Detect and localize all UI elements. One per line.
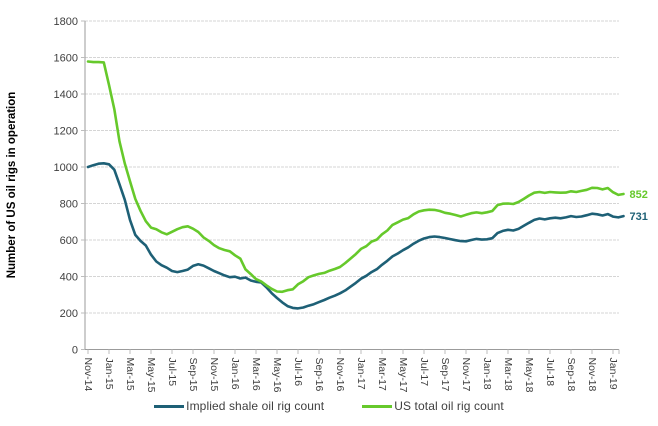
x-axis-tick-label: Jul-16	[292, 358, 304, 387]
x-axis-tick-label: Jan-17	[355, 358, 367, 390]
x-axis-tick-label: Jan-18	[481, 358, 493, 390]
x-axis-tick-label: Mar-15	[124, 358, 136, 391]
legend-item-total: US total oil rig count	[362, 399, 504, 413]
x-axis-tick-label: Nov-16	[334, 358, 346, 392]
x-axis-tick-label: May-15	[145, 358, 157, 393]
x-axis-tick-label: May-17	[397, 358, 409, 393]
legend-swatch-total-line	[362, 404, 393, 408]
legend-label-total: US total oil rig count	[394, 399, 504, 413]
y-axis-tick-label: 200	[60, 308, 78, 320]
legend: Implied shale oil rig count US total oil…	[0, 399, 658, 413]
series-line-shale	[86, 162, 625, 310]
x-axis-tick-label: Jul-17	[418, 358, 430, 387]
x-axis-tick-label: Sep-17	[439, 358, 451, 392]
y-axis-tick-label: 600	[60, 235, 78, 247]
x-axis-tick-label: Mar-18	[502, 358, 514, 391]
y-axis-title: Number of US oil rigs in operation	[6, 92, 18, 279]
y-axis-tick-label: 1600	[54, 52, 78, 64]
x-axis-tick-label: Mar-17	[376, 358, 388, 391]
y-axis-tick-label: 1200	[54, 125, 78, 137]
x-axis-tick-label: Jan-15	[103, 358, 115, 390]
x-axis-tick-label: Sep-18	[565, 358, 577, 392]
series-end-label-total: 852	[630, 189, 648, 201]
x-axis-tick-label: Jan-19	[607, 358, 619, 390]
series-end-label-shale: 731	[630, 211, 648, 223]
y-axis-tick-label: 800	[60, 198, 78, 210]
x-axis-tick-label: Sep-16	[313, 358, 325, 392]
x-axis-tick-label: Nov-15	[208, 358, 220, 392]
x-axis-tick-label: Nov-18	[586, 358, 598, 392]
series-line-total	[86, 60, 625, 294]
x-axis-tick-label: Nov-14	[82, 358, 94, 392]
x-axis-tick-label: May-16	[271, 358, 283, 393]
x-axis-tick-label: Nov-17	[460, 358, 472, 392]
legend-item-shale: Implied shale oil rig count	[154, 399, 324, 413]
legend-label-shale: Implied shale oil rig count	[186, 399, 325, 413]
y-axis-tick-label: 0	[72, 344, 78, 356]
y-axis-tick-label: 1000	[54, 162, 78, 174]
x-axis-tick-label: Jul-18	[544, 358, 556, 387]
y-axis-tick-label: 1400	[54, 89, 78, 101]
legend-swatch-shale-line	[154, 404, 185, 408]
x-axis-tick-label: Jul-15	[166, 358, 178, 387]
x-axis-tick-label: Mar-16	[250, 358, 262, 391]
y-axis-tick-label: 400	[60, 271, 78, 283]
x-axis-tick-label: May-18	[523, 358, 535, 393]
x-axis-tick-label: Jan-16	[229, 358, 241, 390]
x-axis-tick-label: Sep-15	[187, 358, 199, 392]
y-axis-tick-label: 1800	[54, 16, 78, 28]
